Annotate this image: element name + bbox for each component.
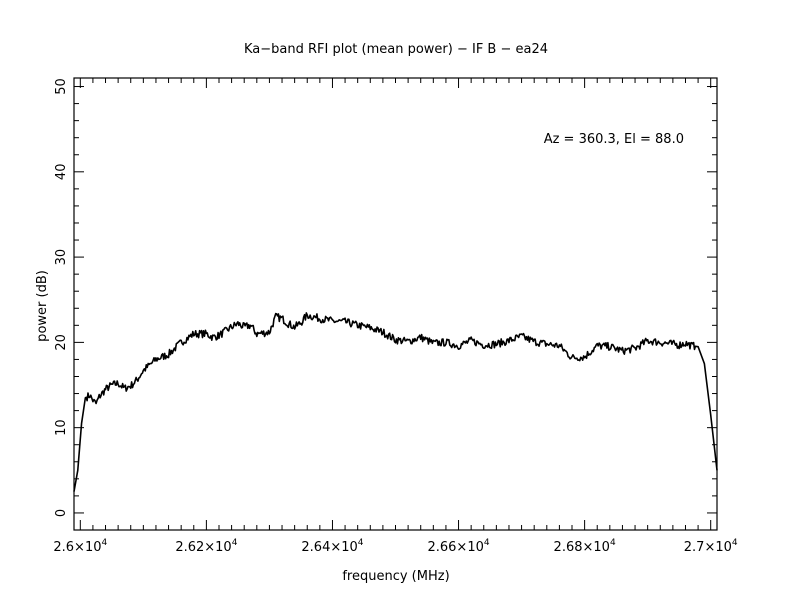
plot-frame: [73, 77, 718, 531]
y-tick-label: 10: [54, 419, 69, 436]
x-tick-label: 2.68×104: [554, 538, 616, 555]
x-axis-label: frequency (MHz): [342, 569, 449, 584]
x-tick-label: 2.62×104: [175, 538, 237, 555]
x-tick-exponent: 4: [358, 538, 364, 548]
chart-title: Ka−band RFI plot (mean power) − IF B − e…: [244, 42, 548, 57]
x-tick-times: ×10: [204, 540, 231, 555]
az-el-annotation: Az = 360.3, El = 88.0: [544, 132, 684, 147]
x-tick-mantissa: 2.68: [554, 540, 583, 555]
x-tick-exponent: 4: [732, 538, 738, 548]
x-tick-label: 2.7×104: [684, 538, 738, 555]
y-axis-label: power (dB): [35, 270, 50, 342]
axis-ticks: 2.6×104 2.62×104 2.64×104 2.66×104 2.68×104 2…: [53, 78, 738, 555]
x-tick-times: ×10: [456, 540, 483, 555]
x-tick-exponent: 4: [610, 538, 616, 548]
x-tick-label: 2.64×104: [301, 538, 363, 555]
y-tick-label: 30: [54, 249, 69, 266]
x-tick-exponent: 4: [484, 538, 490, 548]
y-tick-label: 20: [54, 334, 69, 351]
x-tick-mantissa: 2.64: [301, 540, 330, 555]
x-tick-label: 2.6×104: [53, 538, 107, 555]
x-tick-label: 2.66×104: [427, 538, 489, 555]
x-tick-mantissa: 2.62: [175, 540, 204, 555]
x-tick-mantissa: 2.66: [427, 540, 456, 555]
y-tick-label: 50: [54, 78, 69, 95]
x-tick-mantissa: 2.7: [684, 540, 705, 555]
y-tick-label: 40: [54, 164, 69, 181]
x-tick-times: ×10: [583, 540, 610, 555]
x-tick-exponent: 4: [101, 538, 107, 548]
x-tick-exponent: 4: [232, 538, 238, 548]
x-tick-times: ×10: [330, 540, 357, 555]
x-tick-mantissa: 2.6: [53, 540, 74, 555]
series-layer: [73, 312, 718, 492]
series-line: [73, 312, 718, 492]
y-tick-label: 0: [54, 509, 69, 517]
x-tick-times: ×10: [704, 540, 731, 555]
x-tick-times: ×10: [74, 540, 101, 555]
